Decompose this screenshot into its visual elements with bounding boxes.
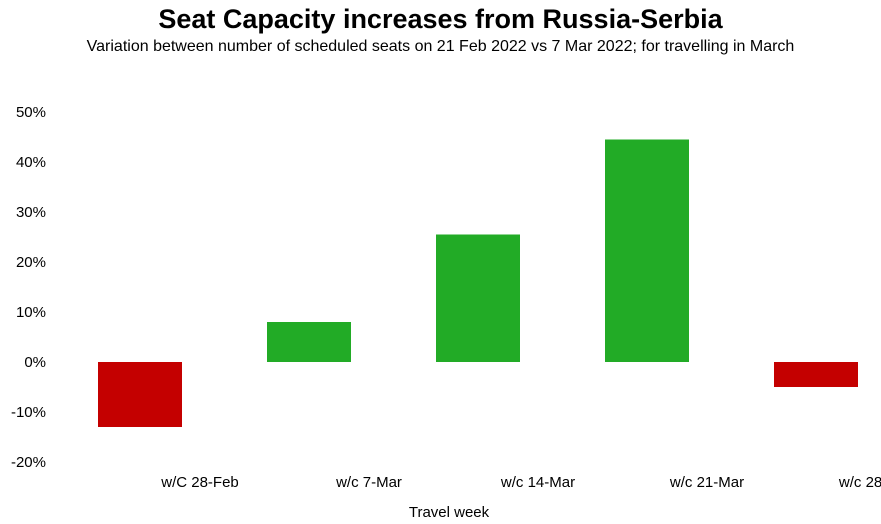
bars xyxy=(98,139,858,427)
y-tick-label: -10% xyxy=(11,404,46,421)
bar xyxy=(267,322,351,362)
y-tick-label: 40% xyxy=(16,154,46,171)
bar xyxy=(774,362,858,387)
bar xyxy=(605,139,689,362)
y-tick-label: 10% xyxy=(16,304,46,321)
x-tick-label: w/c 28-Mar xyxy=(838,474,881,491)
y-tick-label: 0% xyxy=(24,354,46,371)
y-tick-label: -20% xyxy=(11,454,46,471)
chart-title: Seat Capacity increases from Russia-Serb… xyxy=(158,4,723,34)
x-tick-label: w/c 14-Mar xyxy=(500,474,575,491)
y-tick-label: 50% xyxy=(16,104,46,121)
y-tick-label: 20% xyxy=(16,254,46,271)
bar xyxy=(436,234,520,362)
x-axis-title: Travel week xyxy=(409,504,490,521)
y-axis-ticks: -20% -10% 0% 10% 20% 30% 40% 50% xyxy=(11,104,46,471)
x-tick-label: w/c 7-Mar xyxy=(335,474,402,491)
chart-subtitle: Variation between number of scheduled se… xyxy=(86,38,795,55)
x-axis-ticks: w/C 28-Feb w/c 7-Mar w/c 14-Mar w/c 21-Mar w… xyxy=(160,474,881,491)
y-tick-label: 30% xyxy=(16,204,46,221)
x-tick-label: w/c 21-Mar xyxy=(669,474,744,491)
x-tick-label: w/C 28-Feb xyxy=(160,474,239,491)
bar xyxy=(98,362,182,427)
